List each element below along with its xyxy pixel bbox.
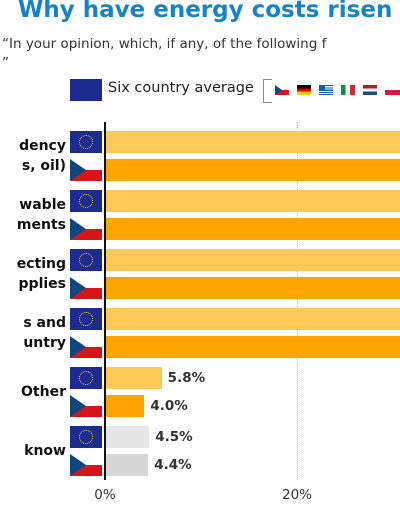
legend-bracket [263, 79, 272, 103]
chart-subtitle: “In your opinion, which, if any, of the … [2, 35, 400, 73]
bar-value-label: 4.5% [155, 429, 193, 445]
average-bar [106, 190, 400, 212]
czech-bar [106, 336, 400, 358]
greek-flag-icon [319, 85, 333, 95]
chart-subtitle-line-1: “In your opinion, which, if any, of the … [2, 36, 327, 52]
zero-axis [104, 122, 106, 480]
chart-title: Why have energy costs risen [18, 0, 393, 23]
czech-bar [106, 277, 400, 299]
category-label: know [24, 441, 66, 461]
category-label: wable ments [17, 195, 66, 235]
czech-flag-icon [70, 395, 102, 417]
legend-average-label: Six country average [108, 80, 254, 96]
czech-flag-icon [70, 277, 102, 299]
x-tick-label: 20% [281, 487, 313, 503]
eu-flag-icon [70, 79, 102, 101]
category-label-line: ecting [16, 256, 66, 272]
average-bar [106, 426, 150, 448]
italian-flag-icon [341, 85, 355, 95]
average-bar [106, 367, 162, 389]
category-label-line: untry [23, 335, 66, 351]
czech-bar [106, 454, 149, 476]
category-label-line: wable [19, 197, 66, 213]
eu-flag-icon [70, 426, 102, 448]
eu-flag-icon [70, 249, 102, 271]
polish-flag-icon [385, 85, 400, 95]
bar-value-label: 5.8% [167, 370, 206, 386]
czech-bar [106, 395, 145, 417]
category-label-line: know [24, 443, 66, 459]
bar-value-label: 4.0% [150, 398, 188, 414]
czech-flag-icon [70, 218, 102, 240]
czech-bar [106, 218, 400, 240]
czech-flag-icon [70, 159, 102, 181]
eu-flag-icon [70, 131, 102, 153]
czech-flag-icon [275, 85, 289, 95]
category-label: Other [21, 382, 66, 402]
category-label-line: s, oil) [21, 158, 66, 174]
czech-flag-icon [70, 454, 102, 476]
bar-value-label: 4.4% [154, 457, 192, 473]
category-label-line: ments [16, 217, 66, 233]
average-bar [106, 131, 400, 153]
average-bar [106, 308, 400, 330]
category-label-line: dency [19, 138, 66, 154]
category-label-line: s and [23, 315, 66, 331]
category-label: s and untry [23, 313, 66, 353]
eu-flag-icon [70, 367, 102, 389]
category-label: ecting pplies [17, 254, 66, 294]
eu-flag-icon [70, 308, 102, 330]
category-label-line: Other [21, 384, 66, 400]
chart-subtitle-line-2: ” [2, 55, 9, 71]
average-bar [106, 249, 400, 271]
czech-flag-icon [70, 336, 102, 358]
gridline-20 [297, 122, 298, 480]
x-tick-label: 0% [94, 487, 116, 503]
czech-bar [106, 159, 400, 181]
german-flag-icon [297, 85, 311, 95]
category-label: dency s, oil) [19, 136, 66, 176]
dutch-flag-icon [363, 85, 377, 95]
category-label-line: pplies [18, 276, 66, 292]
eu-flag-icon [70, 190, 102, 212]
